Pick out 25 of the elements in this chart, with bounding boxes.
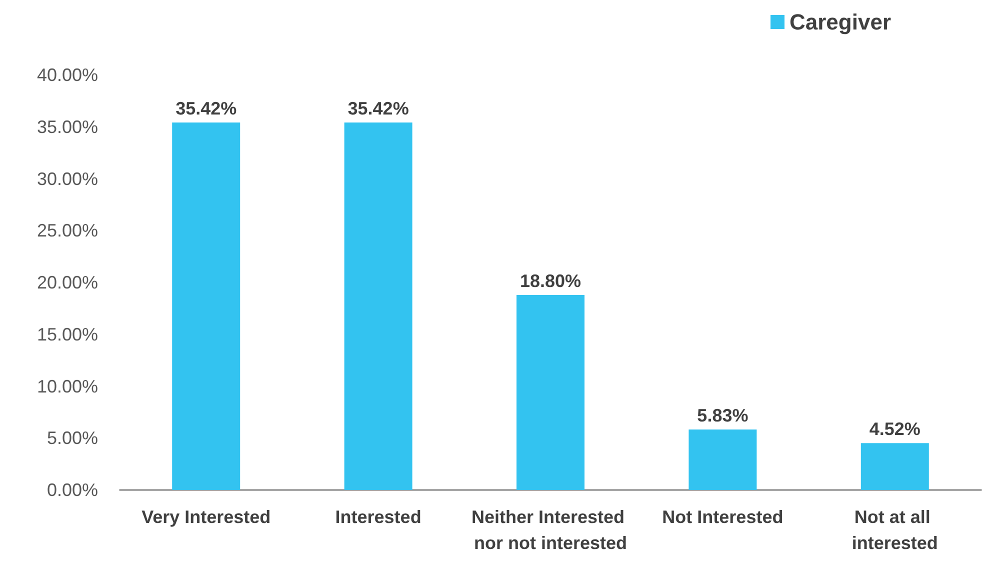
y-tick-label: 5.00% bbox=[46, 428, 98, 448]
bar bbox=[344, 122, 412, 490]
data-label: 4.52% bbox=[869, 419, 920, 440]
x-tick-label: Interested bbox=[335, 507, 422, 527]
data-label: 18.80% bbox=[520, 270, 582, 291]
x-tick-label: Not Interested bbox=[662, 507, 784, 527]
legend-label: Caregiver bbox=[789, 10, 892, 34]
y-tick-label: 30.00% bbox=[36, 168, 98, 189]
y-tick-label: 40.00% bbox=[36, 65, 98, 85]
y-tick-label: 35.00% bbox=[36, 116, 98, 137]
bar bbox=[172, 122, 240, 490]
y-tick-label: 20.00% bbox=[36, 272, 98, 292]
x-tick-label: Not at all interested bbox=[852, 507, 938, 553]
x-tick-label: Neither Interested nor not interested bbox=[471, 507, 630, 553]
y-tick-label: 15.00% bbox=[36, 324, 98, 344]
bar bbox=[688, 430, 757, 490]
x-tick-label: Very Interested bbox=[142, 507, 271, 527]
data-label: 35.42% bbox=[348, 98, 409, 119]
y-tick-label: 25.00% bbox=[36, 220, 98, 241]
y-tick-label: 0.00% bbox=[46, 480, 98, 500]
data-label: 35.42% bbox=[176, 98, 237, 119]
bar bbox=[516, 294, 584, 490]
y-tick-label: 10.00% bbox=[36, 376, 98, 396]
bar bbox=[860, 443, 929, 490]
data-label: 5.83% bbox=[697, 406, 748, 426]
